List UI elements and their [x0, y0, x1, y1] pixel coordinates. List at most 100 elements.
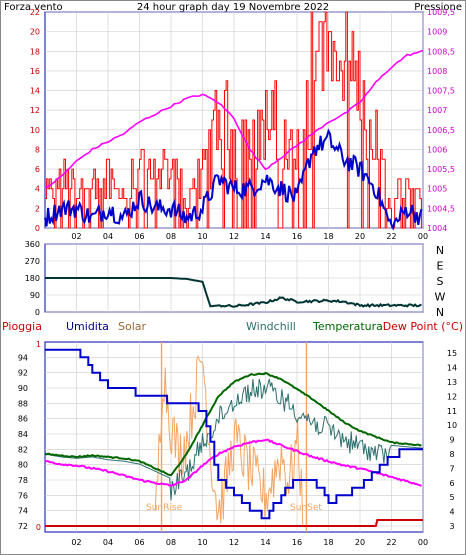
top-hour-tick: 02: [71, 232, 81, 241]
bottom-hour-tick: 02: [71, 538, 81, 547]
sunrise-label: SunRise: [146, 503, 183, 513]
temperature-humidity-panel: Pioggia Umidita Solar Windchill Temperat…: [2, 320, 463, 547]
bottom-hour-tick: 22: [386, 538, 396, 547]
humidity-tick: 94: [18, 353, 28, 362]
humidity-axis: 72 74 76 78 80 82 84 86 88 90 92 94: [18, 353, 28, 531]
wind-pressure-panel: Forza vento 24 hour graph day 19 Novembr…: [4, 2, 462, 241]
rain-tick: 0: [36, 523, 41, 532]
bottom-hour-tick: 20: [355, 538, 365, 547]
wind-speed-title: Forza vento: [4, 2, 63, 13]
bottom-hour-tick: 04: [103, 538, 113, 547]
dewpoint-series: [44, 438, 422, 487]
bottom-hour-axis: 02 04 06 08 10 12 14 16 18 20 22 00: [71, 538, 428, 547]
temperature-tick: 6: [449, 479, 454, 488]
pressure-tick: 1008: [427, 67, 447, 76]
wind-speed-tick: 18: [30, 47, 40, 56]
temperature-tick: 5: [449, 493, 454, 502]
wind-speed-tick: 20: [30, 28, 40, 37]
legend-solar: Solar: [118, 320, 147, 333]
temperature-tick: 14: [447, 364, 457, 373]
rain-tick: 1: [36, 340, 41, 349]
windchill-series: [44, 378, 424, 501]
legend-windchill: Windchill: [246, 320, 296, 333]
top-hour-tick: 18: [323, 232, 333, 241]
top-hour-tick: 12: [229, 232, 239, 241]
temperature-tick: 9: [449, 436, 454, 445]
pressure-tick: 1007: [427, 106, 447, 115]
sunset-label: SunSet: [290, 503, 322, 513]
wind-speed-tick: 22: [30, 8, 40, 17]
compass-letter: E: [437, 260, 444, 273]
direction-degree-tick: 180: [25, 274, 40, 283]
top-hour-tick: 08: [166, 232, 176, 241]
humidity-tick: 72: [18, 522, 28, 531]
bottom-hour-tick: 12: [229, 538, 239, 547]
wind-speed-tick: 2: [35, 204, 40, 213]
legend-temperature: Temperatura: [312, 320, 383, 333]
wind-gust-series: [45, 11, 422, 229]
bottom-hour-tick: 00: [418, 538, 428, 547]
bottom-hour-tick: 08: [166, 538, 176, 547]
pressure-tick: 1009: [427, 28, 447, 37]
humidity-tick: 86: [18, 415, 28, 424]
pressure-tick: 1007,5: [427, 87, 455, 96]
legend-humidity: Umidita: [66, 320, 109, 333]
wind-speed-tick: 0: [35, 224, 40, 233]
bottom-hour-tick: 18: [323, 538, 333, 547]
top-hour-tick: 06: [134, 232, 144, 241]
humidity-tick: 80: [18, 461, 28, 470]
bottom-hour-tick: 16: [292, 538, 302, 547]
temperature-tick: 13: [447, 378, 457, 387]
pressure-tick: 1006,5: [427, 126, 455, 135]
temperature-tick: 3: [449, 522, 454, 531]
temperature-tick: 10: [447, 421, 457, 430]
wind-speed-tick: 6: [35, 165, 40, 174]
temperature-tick: 8: [449, 450, 454, 459]
direction-degree-axis: 0 90 180 270 360: [25, 240, 40, 317]
pressure-tick: 1005,5: [427, 165, 455, 174]
temperature-axis: 3 4 5 6 7 8 9 10 11 12 13 14 15: [447, 349, 457, 531]
wind-average-series: [44, 128, 423, 231]
top-hour-tick: 16: [292, 232, 302, 241]
solar-series: [154, 354, 304, 527]
humidity-tick: 90: [18, 384, 28, 393]
humidity-tick: 82: [18, 445, 28, 454]
legend-rain: Pioggia: [2, 320, 42, 333]
wind-speed-tick: 16: [30, 67, 40, 76]
humidity-tick: 88: [18, 399, 28, 408]
wind-speed-tick: 14: [30, 87, 40, 96]
humidity-series: [45, 348, 423, 520]
top-hour-tick: 00: [418, 232, 428, 241]
graph-date-title: 24 hour graph day 19 Novembre 2022: [137, 2, 329, 13]
pressure-tick: 1009,5: [427, 8, 455, 17]
pressure-tick: 1008,5: [427, 47, 455, 56]
top-hour-tick: 22: [386, 232, 396, 241]
top-hour-tick: 14: [260, 232, 270, 241]
wind-speed-tick: 10: [30, 126, 40, 135]
wind-speed-tick: 12: [30, 106, 40, 115]
direction-degree-tick: 0: [35, 308, 40, 317]
pressure-series: [44, 49, 424, 189]
direction-degree-tick: 90: [30, 291, 40, 300]
temperature-series: [44, 371, 422, 477]
humidity-tick: 84: [18, 430, 28, 439]
pressure-tick: 1006: [427, 145, 447, 154]
pressure-tick: 1004,5: [427, 204, 455, 213]
pressure-title: Pressione: [414, 2, 462, 13]
legend-dewpoint: Dew Point (°C): [383, 320, 463, 333]
compass-letter: W: [435, 291, 446, 304]
compass-letter: N: [436, 244, 444, 257]
temperature-tick: 12: [447, 392, 457, 401]
bottom-hour-tick: 06: [134, 538, 144, 547]
bottom-hour-tick: 14: [260, 538, 270, 547]
top-hour-tick: 04: [103, 232, 113, 241]
wind-direction-series: [45, 277, 422, 308]
rain-series: [45, 519, 423, 527]
top-hour-tick: 10: [197, 232, 207, 241]
wind-speed-tick: 4: [35, 185, 40, 194]
bottom-hour-tick: 10: [197, 538, 207, 547]
wind-speed-axis: 0 2 4 6 8 10 12 14 16 18 20 22: [30, 8, 40, 233]
direction-degree-tick: 270: [25, 257, 40, 266]
